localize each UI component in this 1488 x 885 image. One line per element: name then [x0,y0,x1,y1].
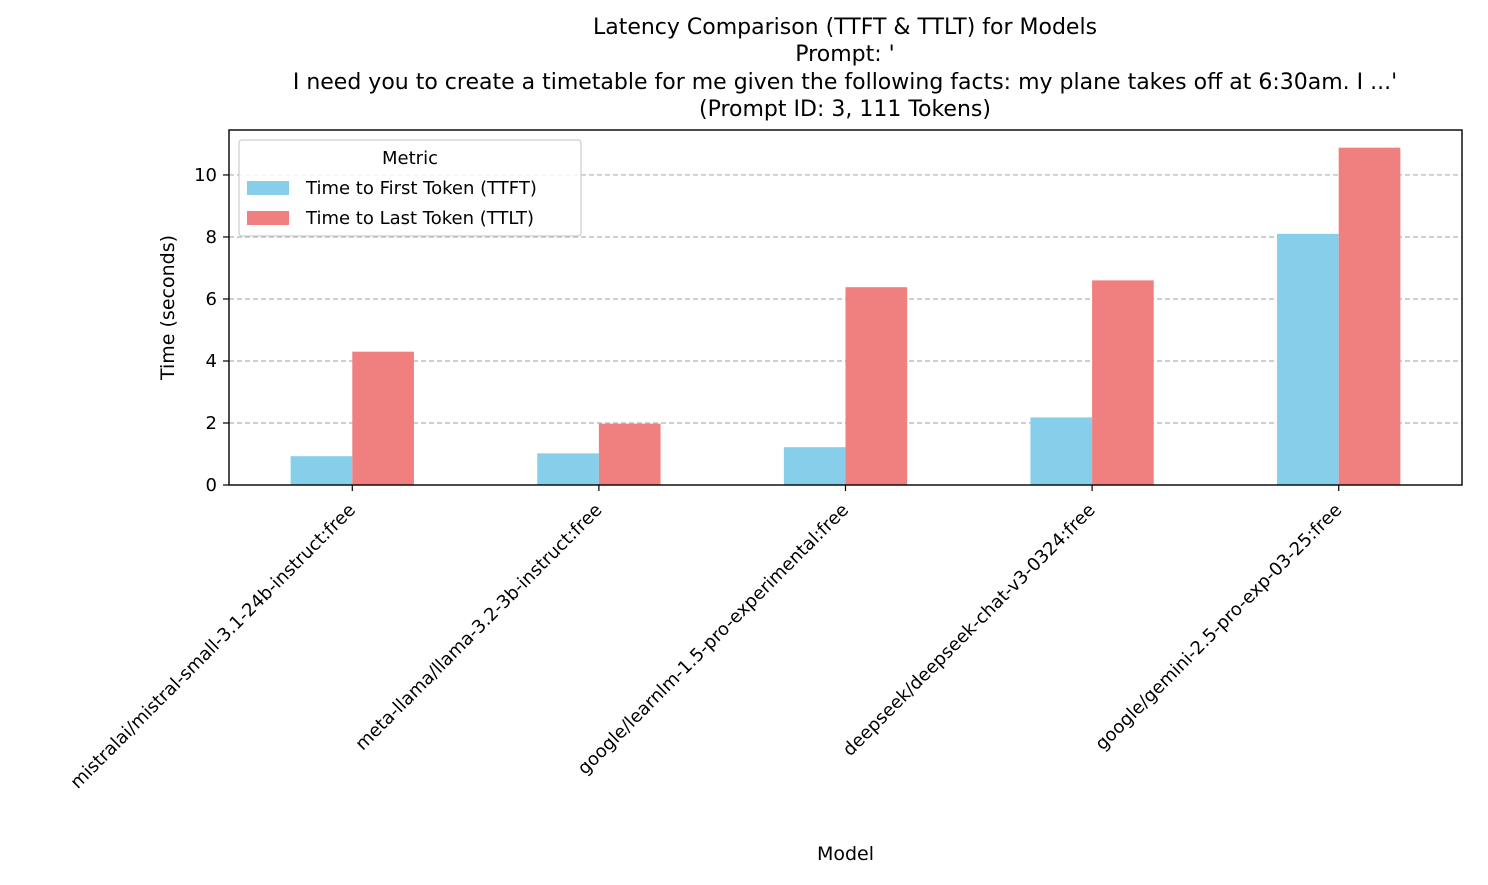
x-axis-ticks: mistralai/mistral-small-3.1-24b-instruct… [66,485,1346,793]
legend-title: Metric [382,148,438,169]
y-tick-label: 10 [194,165,217,186]
x-tick-label: google/learnlm-1.5-pro-experimental:free [574,500,853,779]
y-tick-label: 8 [206,227,217,248]
y-axis-ticks: 0 2 4 6 8 10 [194,165,229,496]
bar [290,456,353,485]
chart-title-line: Latency Comparison (TTFT & TTLT) for Mod… [593,15,1097,40]
legend-label: Time to Last Token (TTLT) [305,208,534,229]
legend-swatch [247,211,289,225]
legend-swatch [247,181,289,195]
y-axis-label: Time (seconds) [157,235,179,381]
bar [352,351,414,485]
x-tick-label: mistralai/mistral-small-3.1-24b-instruct… [66,500,359,793]
bar [845,287,908,485]
chart-title-line: (Prompt ID: 3, 111 Tokens) [699,97,991,122]
bar [1030,417,1093,485]
bar [598,423,661,485]
y-tick-label: 2 [206,413,217,434]
bar [783,447,846,485]
x-tick-label: meta-llama/llama-3.2-3b-instruct:free [351,500,606,755]
legend-items: Time to First Token (TTFT) Time to Last T… [247,178,537,229]
y-tick-label: 0 [206,475,217,496]
bar [1092,280,1154,485]
x-tick-label: google/gemini-2.5-pro-exp-03-25:free [1091,500,1346,755]
bar [537,453,599,485]
chart-title-line: I need you to create a timetable for me … [293,70,1397,95]
bar [1277,233,1339,485]
x-axis-label: Model [817,843,874,865]
y-tick-label: 6 [206,289,217,310]
x-tick-label: deepseek/deepseek-chat-v3-0324:free [839,500,1100,761]
legend-label: Time to First Token (TTFT) [305,178,537,199]
y-tick-label: 4 [206,351,217,372]
bar [1338,147,1401,485]
legend-box [238,139,582,237]
bars-group [290,147,1401,485]
chart-title-line: Prompt: ' [795,42,894,67]
legend: Metric Time to First Token (TTFT)Time to… [238,139,582,237]
chart-title: Latency Comparison (TTFT & TTLT) for Mod… [293,15,1397,122]
